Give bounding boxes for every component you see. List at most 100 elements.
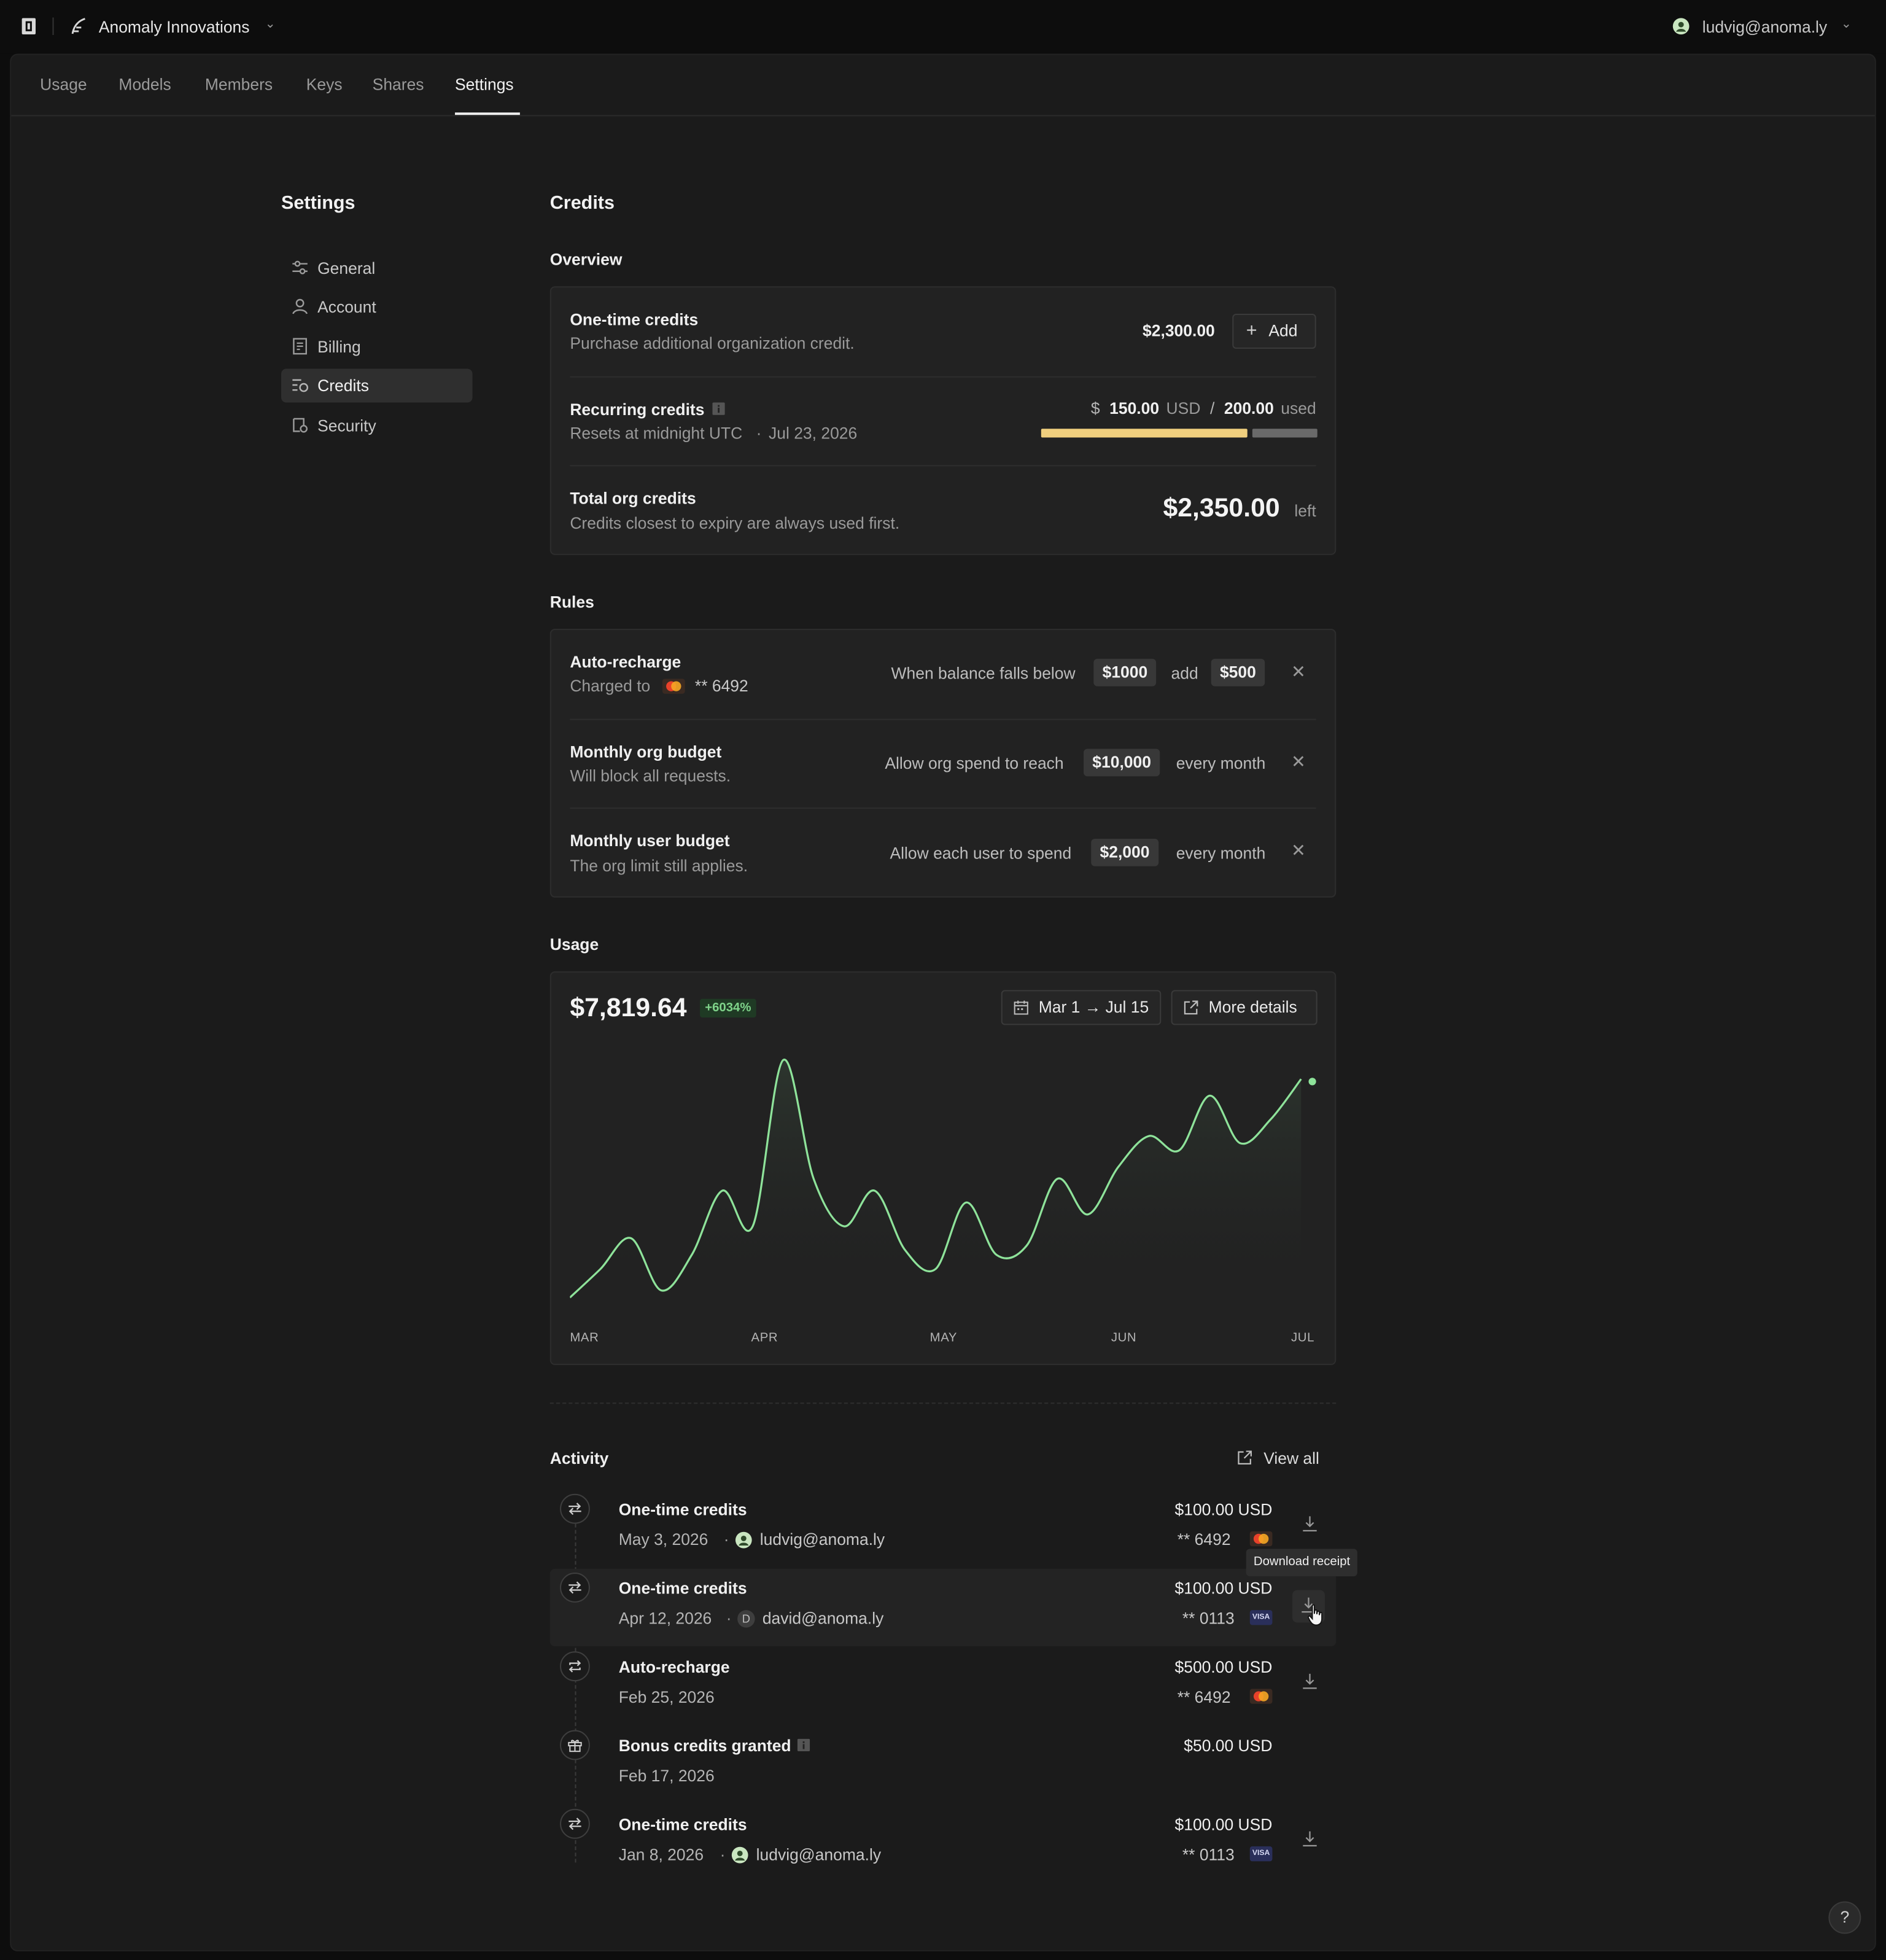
org-switcher[interactable]: Anomaly Innovations ⌄: [70, 15, 282, 40]
total-credits-amount: $2,350.00: [1163, 494, 1280, 523]
total-credits-suffix: left: [1294, 501, 1316, 520]
user-menu[interactable]: ludvig@anoma.ly ⌄: [1672, 15, 1860, 40]
dot-separator: ·: [720, 1845, 726, 1864]
sidebar-item-credits[interactable]: Credits: [281, 368, 473, 403]
close-icon[interactable]: ✕: [1290, 840, 1306, 860]
app-logo-icon[interactable]: [21, 18, 36, 36]
section-divider: [549, 1402, 1337, 1404]
download-icon[interactable]: [1301, 1515, 1319, 1533]
activity-amount: $500.00 USD: [1174, 1657, 1273, 1677]
sidebar-item-label: General: [317, 259, 376, 278]
sidebar-item-label: Security: [317, 416, 376, 435]
sidebar-item-general[interactable]: General: [281, 251, 472, 285]
user-avatar-icon: [735, 1531, 752, 1549]
dot-separator: ·: [723, 1530, 729, 1549]
transfer-icon: [560, 1493, 590, 1524]
add-credits-button[interactable]: + Add: [1232, 313, 1316, 349]
external-link-icon: [1184, 1000, 1198, 1015]
tab-members[interactable]: Members: [204, 75, 273, 94]
download-icon[interactable]: [1301, 1830, 1319, 1848]
usage-end-dot: [1308, 1078, 1316, 1086]
tab-models[interactable]: Models: [118, 75, 171, 94]
dot-separator: ·: [756, 424, 762, 443]
page-title: Credits: [549, 192, 615, 214]
divider: [570, 465, 1316, 467]
recurring-progress-remaining: [1252, 429, 1317, 438]
active-tab-indicator: [455, 112, 520, 115]
close-icon[interactable]: ✕: [1290, 751, 1306, 772]
activity-amount: $100.00 USD: [1174, 1579, 1273, 1598]
user-email: ludvig@anoma.ly: [1702, 17, 1828, 37]
activity-amount: $50.00 USD: [1184, 1736, 1273, 1756]
sidebar-item-label: Credits: [317, 376, 369, 395]
slash: /: [1209, 399, 1215, 418]
sidebar-item-security[interactable]: Security: [281, 409, 472, 443]
org-budget-text: Allow org spend to reach: [885, 753, 1064, 773]
divider: [52, 17, 54, 36]
tab-keys[interactable]: Keys: [306, 75, 343, 94]
date-range-label: Mar 1 → Jul 15: [1038, 997, 1149, 1017]
one-time-credits-amount: $2,300.00: [1143, 321, 1215, 340]
activity-user: david@anoma.ly: [762, 1609, 884, 1628]
gift-icon: [560, 1730, 590, 1760]
close-icon[interactable]: ✕: [1290, 661, 1306, 682]
recurring-usage-text: $ 150.00 USD / 200.00 used: [1091, 399, 1316, 419]
visa-icon: VISA: [1249, 1610, 1273, 1625]
more-details-button[interactable]: More details: [1171, 990, 1317, 1025]
auto-recharge-subtitle: Charged to: [570, 676, 651, 695]
view-all-label: View all: [1263, 1449, 1319, 1468]
user-budget-input[interactable]: $2,000: [1091, 839, 1158, 866]
x-tick-label: APR: [751, 1331, 778, 1345]
activity-title-text: One-time credits: [618, 1499, 747, 1519]
sidebar-item-label: Billing: [317, 337, 361, 357]
tab-settings[interactable]: Settings: [455, 75, 514, 94]
date-range-button[interactable]: Mar 1 → Jul 15: [1001, 990, 1162, 1025]
usage-total: $7,819.64: [570, 994, 687, 1023]
sidebar-title: Settings: [281, 192, 355, 214]
recharge-amount-input[interactable]: $500: [1211, 658, 1265, 686]
transfer-icon: [560, 1573, 590, 1603]
usage-chart: [570, 1059, 1316, 1299]
sidebar-item-account[interactable]: Account: [281, 290, 472, 324]
user-icon: [292, 298, 308, 314]
recurring-reset-date: Jul 23, 2026: [769, 424, 858, 443]
user-avatar-icon: [1672, 18, 1690, 35]
chevron-down-icon: ⌄: [1841, 17, 1852, 31]
activity-date: Jan 8, 2026: [618, 1845, 704, 1864]
x-tick-label: MAY: [929, 1331, 958, 1345]
card-last4: ** 6492: [1177, 1687, 1231, 1706]
download-receipt-tooltip: Download receipt: [1246, 1549, 1358, 1577]
tab-usage[interactable]: Usage: [40, 75, 87, 94]
used-label: used: [1281, 399, 1316, 418]
threshold-input[interactable]: $1000: [1093, 658, 1157, 686]
tab-shares[interactable]: Shares: [372, 75, 424, 94]
org-budget-input[interactable]: $10,000: [1084, 749, 1160, 777]
org-budget-title: Monthly org budget: [570, 742, 722, 761]
sidebar-item-billing[interactable]: Billing: [281, 330, 472, 364]
user-avatar-initial: D: [737, 1610, 755, 1628]
info-icon[interactable]: [797, 1738, 810, 1752]
total-credits-subtitle: Credits closest to expiry are always use…: [570, 513, 900, 533]
card-last4: ** 0113: [1182, 1845, 1235, 1864]
view-all-link[interactable]: View all: [1237, 1449, 1325, 1469]
help-button[interactable]: ?: [1828, 1901, 1861, 1934]
plus-icon: +: [1246, 320, 1257, 341]
sidebar-item-label: Account: [317, 297, 376, 317]
activity-title-text: Bonus credits granted: [618, 1736, 791, 1756]
dot-separator: ·: [726, 1609, 732, 1628]
card-last4: ** 6492: [1177, 1530, 1231, 1549]
mastercard-icon: [1249, 1689, 1273, 1704]
user-budget-text: Allow each user to spend: [890, 844, 1072, 863]
info-icon[interactable]: [712, 402, 725, 415]
main-frame: Usage Models Members Keys Shares Setting…: [10, 53, 1876, 1951]
activity-amount: $100.00 USD: [1174, 1499, 1273, 1519]
activity-row-hover: [549, 1568, 1337, 1647]
usage-change-badge: +6034%: [700, 998, 756, 1018]
top-bar: Anomaly Innovations ⌄ ludvig@anoma.ly ⌄: [0, 0, 1886, 54]
auto-recharge-title: Auto-recharge: [570, 652, 681, 672]
download-icon[interactable]: [1301, 1673, 1319, 1690]
visa-icon: VISA: [1249, 1846, 1273, 1862]
auto-recharge-text: When balance falls below: [891, 664, 1076, 683]
recurring-total: 200.00: [1224, 399, 1274, 418]
rules-card: Auto-recharge Charged to ** 6492 When ba…: [549, 629, 1337, 898]
